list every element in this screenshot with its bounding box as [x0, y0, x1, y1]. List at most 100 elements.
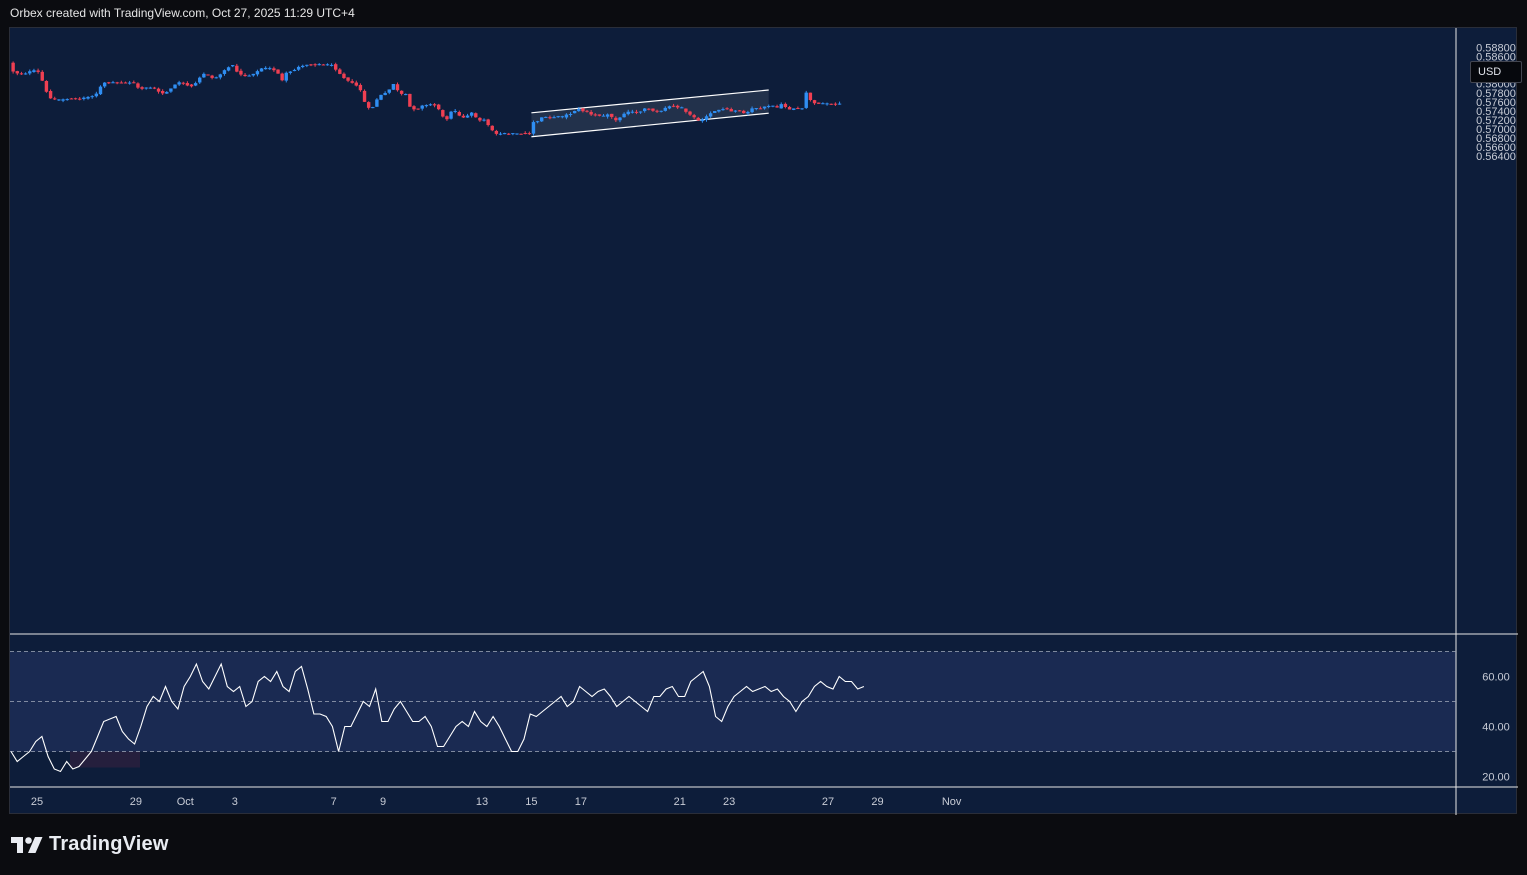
candle-body	[713, 111, 717, 113]
candle-body	[700, 119, 705, 122]
candle-body	[152, 87, 157, 89]
candle-body	[643, 108, 647, 112]
time-tick-label: 27	[822, 796, 834, 808]
candle-body	[247, 75, 251, 77]
candle-body	[511, 133, 515, 135]
candle-body	[808, 92, 813, 101]
candle-body	[696, 117, 700, 121]
price-tick-label: 0.57200	[1476, 115, 1516, 127]
price-tick-label: 0.57800	[1476, 88, 1516, 100]
candle-body	[758, 108, 763, 110]
candle-body	[82, 97, 86, 100]
candle-body	[704, 116, 709, 120]
candle-body	[552, 117, 556, 119]
candle-body	[189, 84, 194, 87]
candle-body	[193, 83, 198, 86]
candle-body	[140, 87, 144, 89]
candle-body	[23, 73, 28, 75]
candle-body	[655, 110, 659, 112]
candle-body	[750, 108, 754, 113]
candle-body	[535, 121, 540, 123]
candle-body	[132, 82, 136, 84]
candle-body	[169, 88, 173, 92]
candle-body	[817, 102, 821, 104]
candle-body	[453, 110, 457, 112]
candle-body	[399, 90, 404, 94]
candle-body	[461, 115, 466, 118]
candle-body	[156, 88, 161, 92]
candle-body	[762, 106, 767, 109]
candle-body	[445, 116, 449, 120]
candle-body	[69, 98, 74, 100]
candle-body	[432, 104, 437, 106]
candle-body	[177, 82, 181, 85]
candle-body	[383, 92, 387, 96]
candle-body	[148, 87, 152, 89]
candle-body	[482, 119, 486, 121]
candle-body	[329, 64, 334, 66]
candle-body	[61, 99, 65, 101]
time-tick-label: 17	[575, 796, 587, 808]
candle-body	[737, 110, 742, 112]
candle-body	[494, 130, 499, 134]
candle-body	[671, 105, 676, 107]
candle-body	[280, 73, 284, 81]
candle-body	[94, 93, 99, 97]
candle-body	[251, 73, 255, 76]
currency-badge[interactable]: USD	[1470, 61, 1522, 83]
candle-body	[829, 103, 833, 105]
candle-body	[313, 64, 317, 66]
time-tick-label: Nov	[942, 796, 962, 808]
candle-body	[568, 114, 573, 116]
candle-body	[408, 93, 412, 107]
candle-body	[288, 71, 293, 73]
candle-body	[305, 64, 309, 66]
rsi-tick-label: 20.00	[1482, 772, 1510, 784]
candle-body	[498, 133, 503, 135]
candle-body	[692, 115, 696, 118]
candle-body	[729, 109, 733, 112]
candle-body	[127, 82, 132, 84]
candle-body	[185, 83, 190, 86]
candle-body	[57, 99, 61, 101]
candle-body	[387, 89, 391, 93]
candle-body	[48, 91, 53, 99]
candle-body	[725, 108, 729, 110]
price-chart[interactable]: 0.588000.586000.584000.582000.580000.578…	[10, 28, 1518, 815]
candle-body	[457, 112, 461, 116]
candle-body	[787, 107, 792, 110]
candle-body	[263, 67, 268, 70]
candle-body	[572, 111, 577, 114]
candle-body	[98, 86, 103, 95]
candle-body	[119, 82, 124, 84]
candle-body	[296, 66, 301, 70]
tradingview-logo: TradingView	[11, 833, 169, 856]
candle-body	[837, 103, 842, 105]
candle-body	[688, 111, 692, 115]
candle-body	[428, 104, 433, 106]
time-tick-label: 29	[871, 796, 883, 808]
candle-body	[647, 108, 651, 110]
time-tick-label: 25	[31, 796, 43, 808]
candle-body	[581, 108, 585, 112]
candle-body	[821, 103, 825, 105]
chart-area[interactable]: 0.588000.586000.584000.582000.580000.578…	[9, 27, 1522, 815]
candle-body	[449, 111, 453, 119]
candle-body	[684, 108, 688, 112]
candle-body	[218, 74, 223, 78]
candle-body	[301, 65, 305, 68]
candle-body	[825, 103, 829, 105]
candle-body	[605, 114, 610, 117]
candle-body	[11, 62, 15, 72]
candle-body	[634, 111, 639, 113]
candle-body	[515, 133, 519, 135]
price-tick-label: 0.57000	[1476, 124, 1516, 136]
candle-body	[771, 105, 775, 107]
candle-body	[366, 102, 371, 108]
candle-body	[78, 98, 82, 100]
candle-body	[404, 94, 408, 96]
candle-body	[486, 119, 490, 126]
candle-body	[276, 69, 280, 74]
candle-body	[317, 64, 321, 66]
candle-body	[544, 116, 548, 118]
